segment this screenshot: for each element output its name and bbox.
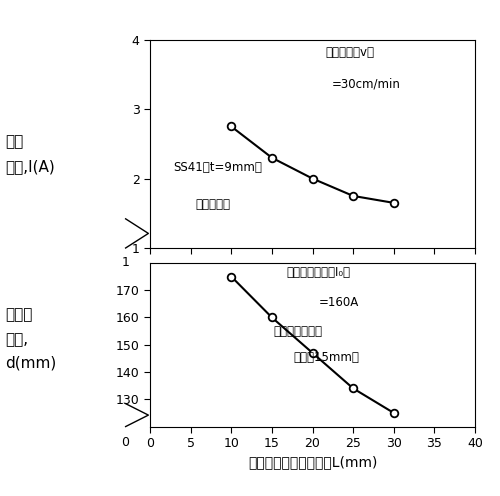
Text: 溶込み: 溶込み <box>5 308 32 322</box>
X-axis label: ワイヤ突出し長さ，　L(mm): ワイヤ突出し長さ， L(mm) <box>248 455 377 470</box>
Text: 長さ，15mm）: 長さ，15mm） <box>293 351 359 364</box>
Text: 電流,I(A): 電流,I(A) <box>5 159 55 174</box>
Text: 0: 0 <box>122 436 130 449</box>
Text: （ワイヤ突出し: （ワイヤ突出し <box>274 325 322 338</box>
Text: SS41（t=9mm）: SS41（t=9mm） <box>173 161 262 174</box>
Text: =30cm/min: =30cm/min <box>332 77 401 90</box>
Text: 溶接: 溶接 <box>5 134 23 149</box>
Text: d(mm): d(mm) <box>5 356 56 371</box>
Text: ビード溶接: ビード溶接 <box>196 198 230 211</box>
Text: 溶接速度（v）: 溶接速度（v） <box>326 46 374 59</box>
Text: 深さ,: 深さ, <box>5 332 28 347</box>
Text: 初期設定電流（I₀）: 初期設定電流（I₀） <box>286 266 350 279</box>
Text: 1: 1 <box>122 256 130 269</box>
Text: =160A: =160A <box>319 296 359 309</box>
